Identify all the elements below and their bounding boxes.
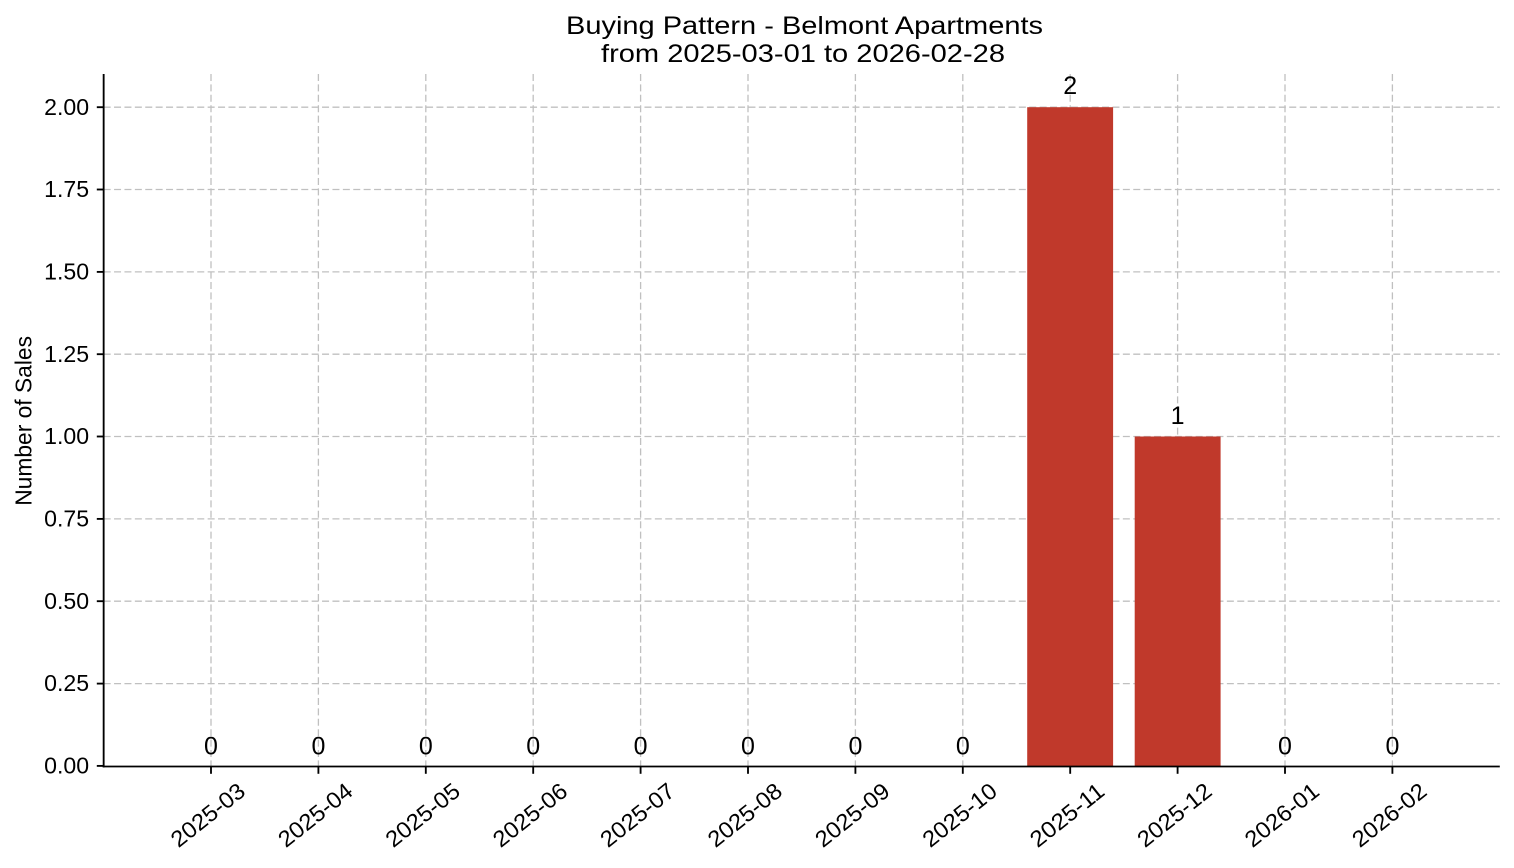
svg-text:0: 0 bbox=[1278, 733, 1292, 761]
svg-text:0: 0 bbox=[526, 733, 540, 761]
svg-text:Number of Sales: Number of Sales bbox=[11, 336, 37, 506]
svg-text:0: 0 bbox=[204, 733, 218, 761]
svg-text:from 2025-03-01 to 2026-02-28: from 2025-03-01 to 2026-02-28 bbox=[601, 40, 1005, 68]
svg-text:2.00: 2.00 bbox=[44, 94, 89, 120]
svg-text:0.50: 0.50 bbox=[44, 588, 89, 614]
svg-text:0: 0 bbox=[311, 733, 325, 761]
svg-text:1.25: 1.25 bbox=[44, 341, 89, 367]
svg-text:0.00: 0.00 bbox=[44, 753, 89, 779]
svg-text:1: 1 bbox=[1171, 402, 1185, 430]
svg-text:2: 2 bbox=[1063, 72, 1077, 100]
svg-text:0: 0 bbox=[848, 733, 862, 761]
svg-text:0: 0 bbox=[1385, 733, 1399, 761]
svg-text:0: 0 bbox=[419, 733, 433, 761]
svg-text:1.50: 1.50 bbox=[44, 259, 89, 285]
svg-text:1.75: 1.75 bbox=[44, 176, 89, 202]
svg-text:0: 0 bbox=[741, 733, 755, 761]
svg-text:1.00: 1.00 bbox=[44, 423, 89, 449]
svg-text:0.75: 0.75 bbox=[44, 506, 89, 532]
svg-text:Buying Pattern - Belmont Apart: Buying Pattern - Belmont Apartments bbox=[566, 12, 1043, 40]
svg-text:0.25: 0.25 bbox=[44, 670, 89, 696]
svg-text:0: 0 bbox=[634, 733, 648, 761]
svg-text:0: 0 bbox=[956, 733, 970, 761]
